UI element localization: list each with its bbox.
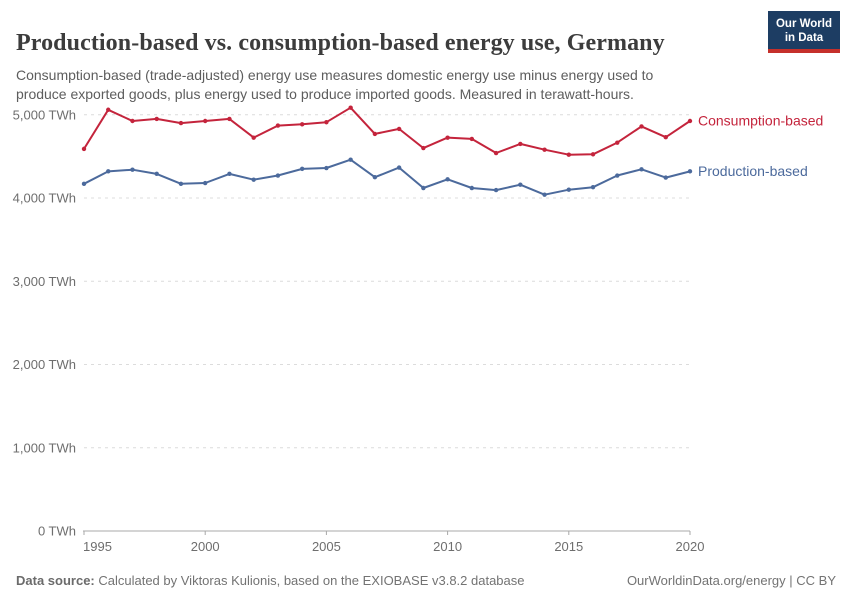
data-point[interactable] [566,187,571,192]
y-tick-label: 5,000 TWh [13,107,76,122]
data-point[interactable] [299,122,305,127]
data-point[interactable] [687,118,693,124]
data-point[interactable] [469,185,475,191]
data-source-label: Data source: [16,573,95,588]
series-line[interactable] [83,106,691,156]
data-point[interactable] [615,140,620,145]
owid-logo-line2: in Data [784,32,824,44]
data-point[interactable] [275,173,281,178]
data-point[interactable] [542,147,547,152]
page-title: Production-based vs. consumption-based e… [16,30,665,57]
data-point[interactable] [687,169,693,174]
data-point[interactable] [178,120,184,126]
data-point[interactable] [203,118,208,124]
data-point[interactable] [203,180,208,186]
data-point[interactable] [299,166,305,172]
x-tick-label: 2000 [191,539,220,554]
chart-subtitle-line1: Consumption-based (trade-adjusted) energ… [16,67,654,83]
data-point[interactable] [590,184,596,190]
data-point[interactable] [445,135,450,140]
data-point[interactable] [348,105,353,110]
data-source-text: Calculated by Viktoras Kulionis, based o… [94,573,525,588]
series-end-label[interactable]: Consumption-based [698,112,823,128]
data-point[interactable] [106,169,111,174]
data-point[interactable] [154,116,159,122]
data-point[interactable] [324,165,329,171]
data-point[interactable] [275,123,281,128]
data-point[interactable] [130,118,135,124]
series-end-label[interactable]: Production-based [698,163,808,179]
data-point[interactable] [663,175,668,180]
series-production-based[interactable]: Production-based [81,157,808,197]
y-tick-label: 1,000 TWh [13,440,76,455]
series-layer: Consumption-based Production-based [81,105,823,197]
data-point[interactable] [445,177,450,182]
data-point[interactable] [251,135,256,140]
chart-footer: Data source: Calculated by Viktoras Kuli… [16,573,836,588]
x-tick-label: 1995 [83,539,112,554]
x-tick-label: 2010 [433,539,462,554]
data-point[interactable] [493,150,499,156]
chart-subtitle-line2: produce exported goods, plus energy used… [16,86,634,102]
data-point[interactable] [130,167,135,172]
data-point[interactable] [227,116,232,122]
series-consumption-based[interactable]: Consumption-based [81,105,823,157]
x-tick-label: 2015 [554,539,583,554]
data-point[interactable] [615,173,620,178]
x-tick-label: 2020 [676,539,705,554]
data-point[interactable] [566,152,571,157]
data-point[interactable] [421,145,426,151]
data-point[interactable] [639,124,644,129]
data-point[interactable] [154,171,159,177]
x-tick-label: 2005 [312,539,341,554]
data-point[interactable] [106,107,111,112]
x-axis: 1995 2000 2005 2010 2015 2020 [83,530,705,554]
data-point[interactable] [81,146,87,152]
data-point[interactable] [396,165,402,170]
data-point[interactable] [639,167,644,172]
y-axis: 0 TWh 1,000 TWh 2,000 TWh 3,000 TWh 4,000 TW… [13,107,76,538]
data-point[interactable] [663,135,668,140]
y-tick-label: 2,000 TWh [13,357,76,372]
data-point[interactable] [518,141,523,147]
data-point[interactable] [590,152,596,157]
data-point[interactable] [178,181,184,187]
owid-link[interactable]: OurWorldinData.org/energy | CC BY [626,573,836,588]
y-tick-label: 4,000 TWh [13,191,76,206]
data-point[interactable] [372,131,378,137]
data-point[interactable] [469,136,475,142]
data-point[interactable] [421,185,426,191]
data-point[interactable] [372,174,378,180]
data-source: Data source: Calculated by Viktoras Kuli… [16,573,525,588]
data-point[interactable] [542,192,547,197]
owid-logo[interactable]: Our World in Data [768,11,840,53]
data-point[interactable] [324,120,329,125]
data-point[interactable] [396,126,402,132]
data-point[interactable] [348,157,353,162]
data-point[interactable] [518,182,523,187]
data-point[interactable] [227,171,232,177]
y-tick-label: 3,000 TWh [13,274,76,289]
chart-subtitle: Consumption-based (trade-adjusted) energ… [16,66,726,104]
owid-logo-line1: Our World [775,18,832,30]
data-point[interactable] [493,187,499,193]
data-point[interactable] [251,177,256,182]
gridlines [84,114,690,449]
data-point[interactable] [81,181,87,187]
y-tick-label: 0 TWh [38,524,76,539]
series-line[interactable] [83,158,691,196]
